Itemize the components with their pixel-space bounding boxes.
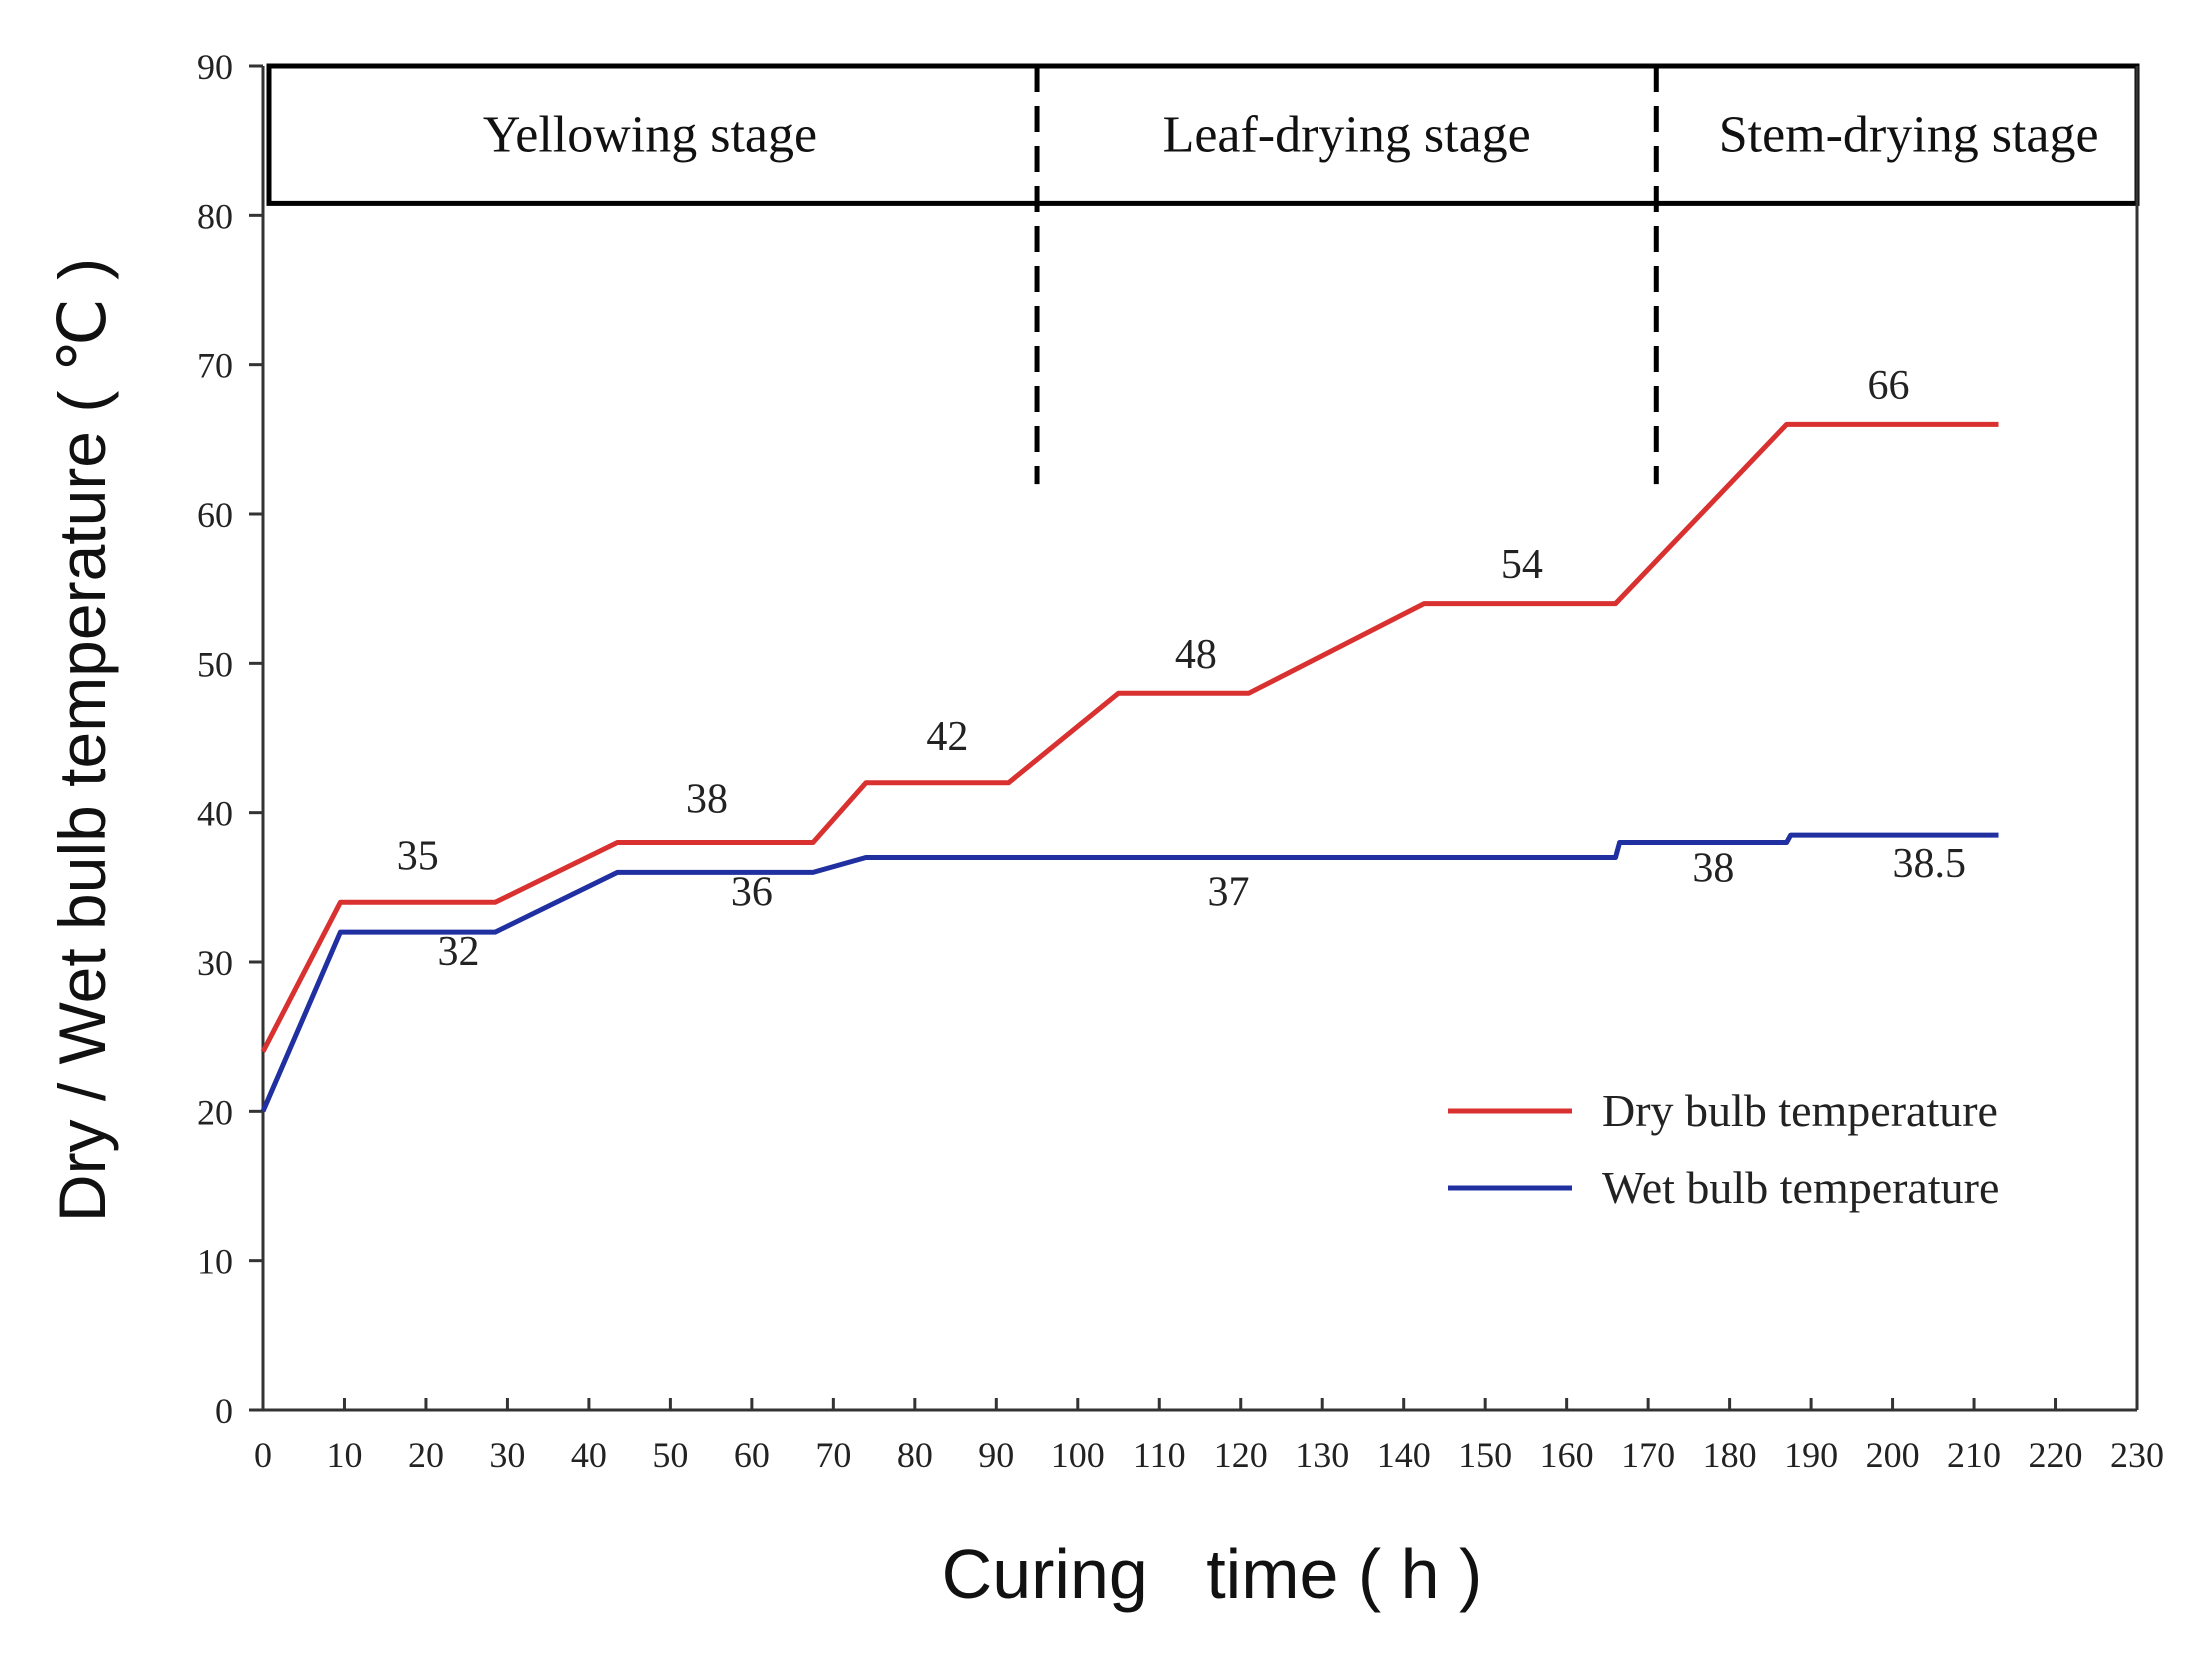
y-axis: 0 10 20 30 40 50 60 70 80 90: [197, 47, 265, 1431]
data-label: 38.5: [1892, 841, 1966, 887]
data-label: 38: [1692, 845, 1734, 891]
x-tick-label: 10: [326, 1435, 362, 1475]
data-label: 66: [1867, 363, 1909, 409]
x-tick-label: 40: [571, 1435, 607, 1475]
legend: Dry bulb temperature Wet bulb temperature: [1448, 1085, 1999, 1213]
x-tick-label: 190: [1784, 1435, 1838, 1475]
y-tick-label: 90: [197, 47, 233, 87]
stage-label: Leaf-drying stage: [1163, 107, 1531, 164]
data-label: 54: [1501, 542, 1543, 588]
wet-bulb-line: [260, 832, 1999, 1113]
x-tick-label: 100: [1051, 1435, 1105, 1475]
y-tick-label: 0: [215, 1391, 233, 1431]
annotation-layer: 35 38 42 48 54 66 32 36 37 38 38.5: [397, 363, 1966, 975]
dry-bulb-line: [260, 421, 1999, 1053]
stage-band: Yellowing stage Leaf-drying stage Stem-dry…: [266, 63, 2140, 485]
x-tick-label: 140: [1377, 1435, 1431, 1475]
data-label: 38: [686, 777, 728, 823]
y-tick-label: 10: [197, 1242, 233, 1282]
data-label: 37: [1208, 869, 1250, 915]
y-axis-title: Dry / Wet bulb temperature ( ℃ ): [45, 258, 119, 1222]
y-tick-label: 50: [197, 644, 233, 684]
x-tick-label: 90: [978, 1435, 1014, 1475]
x-tick-label: 60: [734, 1435, 770, 1475]
x-tick-label: 30: [489, 1435, 525, 1475]
x-axis-title: Curing time ( h ): [942, 1535, 1483, 1613]
x-tick-label: 230: [2110, 1435, 2164, 1475]
legend-label-dry: Dry bulb temperature: [1602, 1085, 1998, 1136]
x-tick-label: 160: [1540, 1435, 1594, 1475]
x-tick-label: 150: [1458, 1435, 1512, 1475]
y-tick-label: 30: [197, 943, 233, 983]
x-tick-label: 80: [897, 1435, 933, 1475]
x-axis: 0 10 20 30 40 50 60 70 80 90 100 110 120 130 140 150 160…: [254, 66, 2164, 1475]
y-tick-label: 70: [197, 346, 233, 386]
y-tick-label: 80: [197, 196, 233, 236]
series-layer: [260, 421, 1999, 1113]
x-tick-label: 200: [1866, 1435, 1920, 1475]
y-tick-label: 40: [197, 794, 233, 834]
stage-label: Stem-drying stage: [1719, 107, 2099, 164]
x-tick-label: 130: [1295, 1435, 1349, 1475]
x-tick-label: 170: [1621, 1435, 1675, 1475]
x-tick-label: 180: [1703, 1435, 1757, 1475]
x-tick-label: 210: [1947, 1435, 2001, 1475]
x-tick-label: 110: [1133, 1435, 1186, 1475]
x-tick-label: 50: [652, 1435, 688, 1475]
x-tick-label: 220: [2029, 1435, 2083, 1475]
data-label: 48: [1175, 632, 1217, 678]
data-label: 32: [438, 929, 480, 975]
y-tick-label: 20: [197, 1092, 233, 1132]
x-tick-label: 20: [408, 1435, 444, 1475]
y-tick-label: 60: [197, 495, 233, 535]
x-tick-label: 0: [254, 1435, 272, 1475]
data-label: 35: [397, 833, 439, 879]
stage-label: Yellowing stage: [483, 107, 817, 164]
data-label: 36: [731, 869, 773, 915]
data-label: 42: [926, 714, 968, 760]
x-tick-label: 70: [815, 1435, 851, 1475]
x-tick-label: 120: [1214, 1435, 1268, 1475]
legend-label-wet: Wet bulb temperature: [1602, 1162, 1999, 1213]
